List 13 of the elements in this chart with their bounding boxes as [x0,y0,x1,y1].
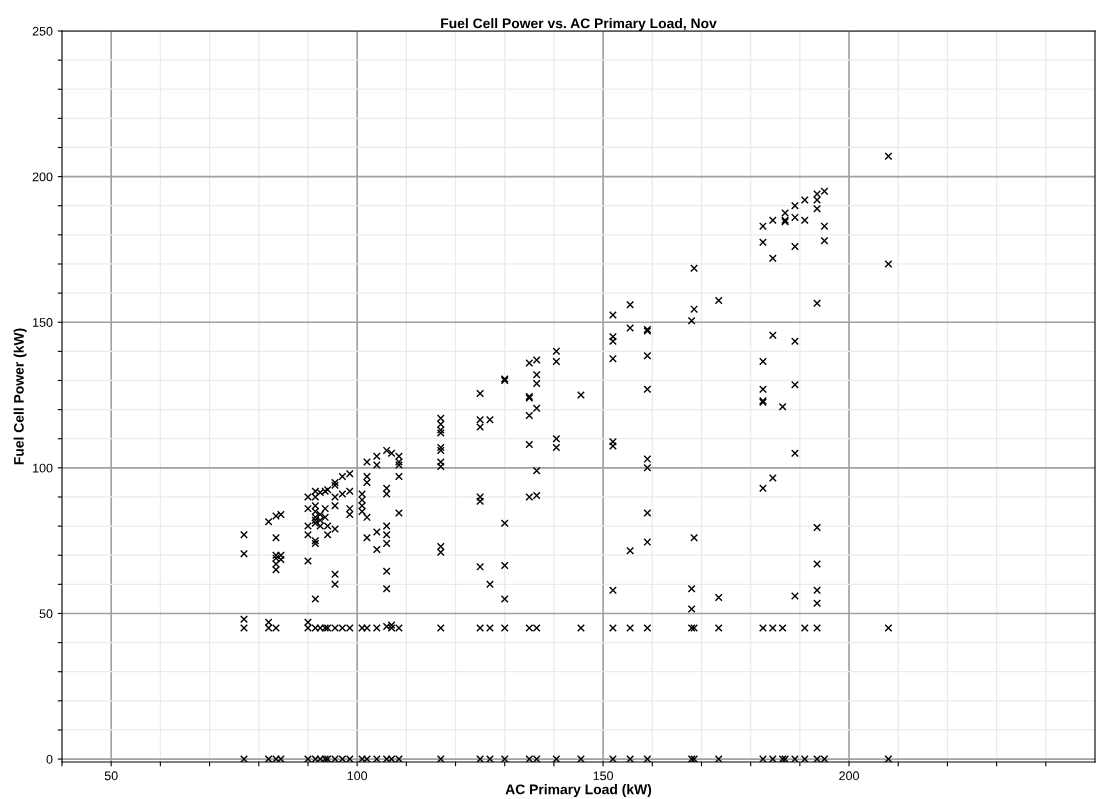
chart-title: Fuel Cell Power vs. AC Primary Load, Nov [441,18,717,31]
y-tick-label: 0 [46,754,53,764]
x-tick-label: 50 [104,771,118,781]
y-tick-label: 200 [32,172,53,182]
y-tick-label: 100 [33,463,53,473]
y-tick-label: 250 [32,26,53,36]
x-tick-label: 100 [347,771,368,781]
y-axis-title: Fuel Cell Power (kW) [13,328,27,465]
x-tick-label: 200 [839,771,859,781]
y-tick-label: 150 [33,318,53,327]
x-tick-label: 150 [593,771,614,781]
x-axis-title: AC Primary Load (kW) [505,784,652,798]
y-tick-label: 50 [39,609,53,619]
